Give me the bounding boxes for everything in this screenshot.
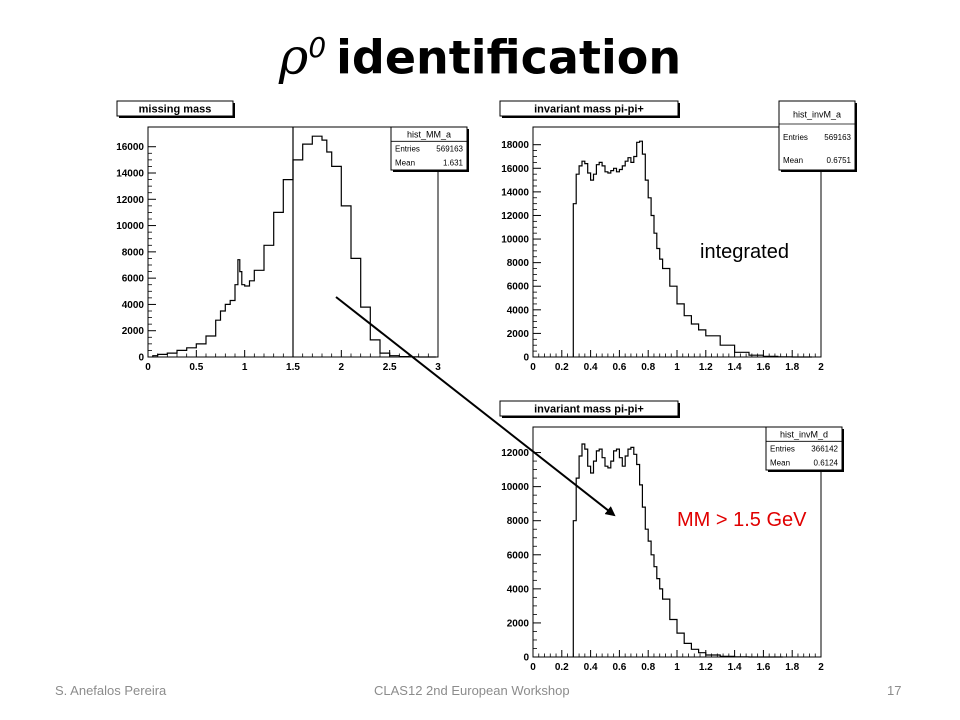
y-tick-label: 10000 <box>501 235 529 246</box>
x-tick-label: 2.5 <box>383 362 397 373</box>
y-tick-label: 8000 <box>122 247 145 258</box>
x-tick-label: 1.2 <box>699 362 713 373</box>
x-tick-label: 2 <box>818 662 824 673</box>
y-tick-label: 14000 <box>116 169 144 180</box>
title-superscript: 0 <box>308 31 327 64</box>
y-tick-label: 2000 <box>507 618 530 629</box>
x-tick-label: 0.8 <box>641 662 655 673</box>
stats-mean-value: 0.6751 <box>827 156 852 165</box>
x-tick-label: 1.5 <box>286 362 300 373</box>
rho-symbol: ρ <box>278 27 309 86</box>
y-tick-label: 0 <box>523 353 529 364</box>
y-tick-label: 12000 <box>501 211 529 222</box>
y-tick-label: 6000 <box>507 550 530 561</box>
y-tick-label: 18000 <box>501 140 529 151</box>
x-tick-label: 0 <box>530 662 536 673</box>
x-tick-label: 1.6 <box>756 362 770 373</box>
x-tick-label: 0.4 <box>584 662 598 673</box>
title-box <box>499 100 679 117</box>
x-tick-label: 0.6 <box>612 362 626 373</box>
x-tick-label: 2 <box>818 362 824 373</box>
histogram-1: 0 0.5 1 1.5 2 2.5 3 0 2000 4000 6000 8000 10000 12000… <box>116 100 469 373</box>
stats-box <box>765 426 843 471</box>
histogram-2: 0 0.2 0.4 0.6 0.8 1 1.2 1.4 1.6 1.8 2 0 2000 4000 6000… <box>499 100 857 373</box>
x-tick-label: 0.2 <box>555 362 569 373</box>
stats-name: hist_invM_d <box>780 429 828 439</box>
y-tick-label: 4000 <box>122 300 145 311</box>
x-tick-label: 0.6 <box>612 662 626 673</box>
y-tick-label: 10000 <box>116 221 144 232</box>
stats-mean-value: 0.6124 <box>814 459 839 468</box>
x-tick-label: 1 <box>242 362 248 373</box>
x-tick-label: 0 <box>530 362 536 373</box>
footer-workshop: CLAS12 2nd European Workshop <box>374 683 570 698</box>
stats-entries-label: Entries <box>770 444 795 453</box>
stats-entries-label: Entries <box>783 133 808 142</box>
y-tick-label: 4000 <box>507 584 530 595</box>
stats-entries-value: 569163 <box>824 133 851 142</box>
stats-entries-value: 569163 <box>436 144 463 153</box>
y-tick-label: 4000 <box>507 305 530 316</box>
histogram-line <box>572 140 812 358</box>
y-tick-label: 12000 <box>501 448 529 459</box>
y-tick-label: 8000 <box>507 258 530 269</box>
x-tick-label: 1.4 <box>728 362 742 373</box>
histogram-title: missing mass <box>139 104 212 116</box>
stats-entries-value: 366142 <box>811 444 838 453</box>
histogram-title: invariant mass pi-pi+ <box>534 104 644 116</box>
stats-box <box>778 100 856 171</box>
stats-name: hist_invM_a <box>793 110 841 120</box>
stats-mean-value: 1.631 <box>443 159 464 168</box>
footer-page-number: 17 <box>887 683 902 698</box>
histogram-line <box>572 443 783 658</box>
y-tick-label: 16000 <box>116 142 144 153</box>
stats-mean-label: Mean <box>770 459 790 468</box>
y-tick-label: 10000 <box>501 482 529 493</box>
slide-title: ρ0 identification <box>0 18 960 87</box>
x-tick-label: 0.4 <box>584 362 598 373</box>
y-tick-label: 12000 <box>116 195 144 206</box>
y-tick-label: 6000 <box>122 274 145 285</box>
histogram-3: 0 0.2 0.4 0.6 0.8 1 1.2 1.4 1.6 1.8 2 0 2000 4000 6000… <box>499 400 844 673</box>
x-tick-label: 0.5 <box>189 362 203 373</box>
x-tick-label: 1.8 <box>785 662 799 673</box>
y-tick-label: 0 <box>138 353 144 364</box>
x-tick-label: 1.2 <box>699 662 713 673</box>
stats-entries-label: Entries <box>395 144 420 153</box>
stats-mean-label: Mean <box>395 159 415 168</box>
footer-author: S. Anefalos Pereira <box>55 683 167 698</box>
x-tick-label: 1 <box>674 662 680 673</box>
x-tick-label: 1.8 <box>785 362 799 373</box>
y-tick-label: 6000 <box>507 282 530 293</box>
stats-name: hist_MM_a <box>407 129 451 139</box>
histogram-line <box>152 135 436 358</box>
x-tick-label: 1.6 <box>756 662 770 673</box>
y-tick-label: 14000 <box>501 187 529 198</box>
x-tick-label: 2 <box>339 362 345 373</box>
integrated-label: integrated <box>700 241 789 263</box>
title-text: identification <box>336 30 682 85</box>
x-tick-label: 0 <box>145 362 151 373</box>
y-tick-label: 2000 <box>122 326 145 337</box>
x-tick-label: 1 <box>674 362 680 373</box>
stats-box <box>390 126 468 171</box>
y-tick-label: 8000 <box>507 516 530 527</box>
stats-mean-label: Mean <box>783 156 803 165</box>
cut-arrow <box>335 296 616 517</box>
x-tick-label: 0.8 <box>641 362 655 373</box>
cut-label: MM > 1.5 GeV <box>677 509 807 531</box>
y-tick-label: 0 <box>523 653 529 664</box>
title-box <box>499 400 679 417</box>
x-tick-label: 0.2 <box>555 662 569 673</box>
x-tick-label: 3 <box>435 362 441 373</box>
histogram-title: invariant mass pi-pi+ <box>534 404 644 416</box>
x-tick-label: 1.4 <box>728 662 742 673</box>
y-tick-label: 2000 <box>507 329 530 340</box>
title-box <box>116 100 234 117</box>
y-tick-label: 16000 <box>501 164 529 175</box>
